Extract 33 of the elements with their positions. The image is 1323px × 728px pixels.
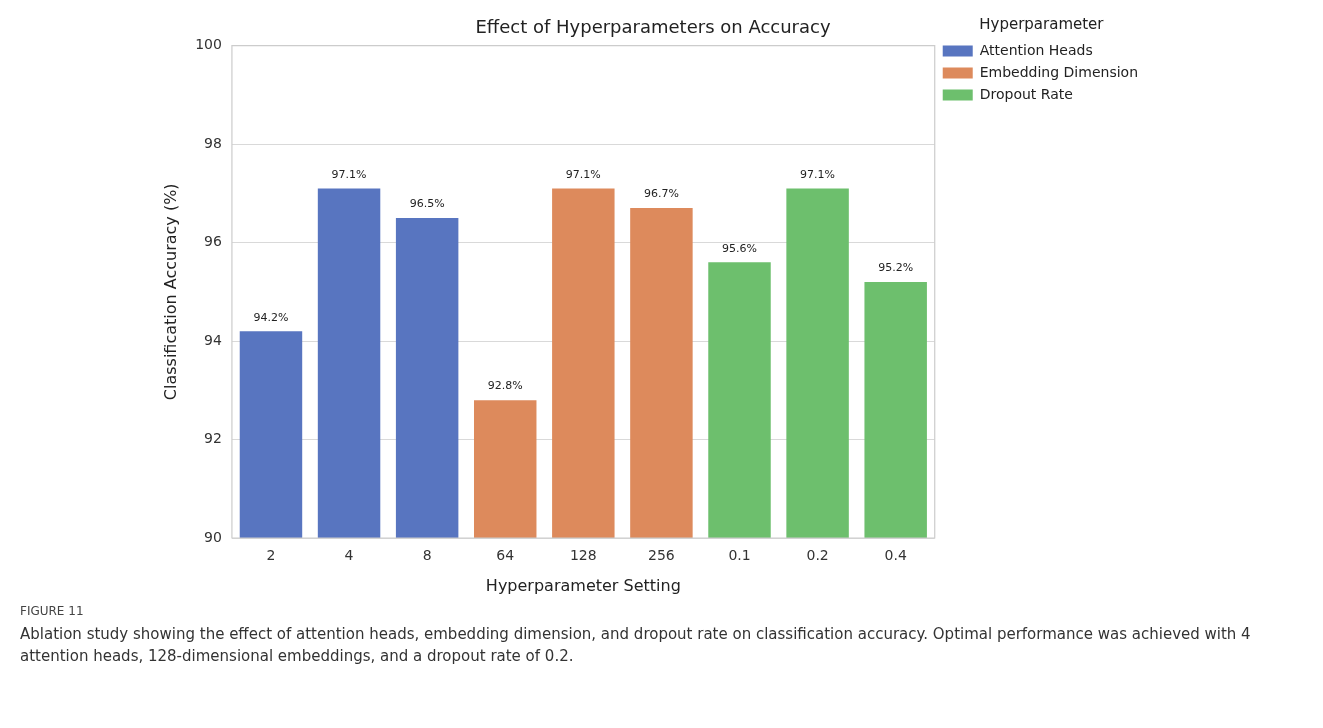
caption: FIGURE 11 [20, 604, 85, 618]
legend-title: Hyperparameter [979, 15, 1105, 34]
y-tick-label: 94 [204, 331, 222, 348]
y-axis-title: Classification Accuracy (%) [160, 183, 180, 401]
data-label: 95.6% [722, 241, 757, 255]
y-tick-label: 90 [204, 528, 222, 545]
chart-title: Effect of Hyperparameters on Accuracy [475, 16, 831, 38]
x-tick-label: 256 [648, 547, 675, 564]
data-label: 97.1% [800, 167, 836, 181]
x-tick-label: 0.1 [728, 547, 751, 564]
x-tick-label: 0.4 [884, 547, 907, 564]
x-tick-label: 128 [569, 547, 597, 564]
x-tick-label: 0.2 [806, 547, 829, 564]
x-tick-label: 4 [344, 547, 354, 564]
y-tick-label: 96 [204, 233, 222, 250]
legend-label: Dropout Rate [979, 85, 1073, 102]
data-label: 94.2% [253, 310, 289, 324]
data-label: 97.1% [331, 167, 367, 181]
data-label: 96.7% [643, 187, 679, 201]
data-label: 92.8% [487, 379, 523, 393]
data-label: 95.2% [878, 261, 914, 275]
x-tick-label: 8 [422, 547, 432, 564]
x-axis-title: Hyperparameter Setting [485, 575, 681, 595]
y-tick-label: 98 [204, 134, 222, 151]
data-label: 96.5% [409, 197, 445, 211]
x-tick-label: 2 [266, 547, 276, 564]
y-tick-label: 100 [195, 36, 222, 53]
x-tick-label: 64 [496, 547, 515, 564]
legend-label: Attention Heads [979, 41, 1093, 58]
y-tick-label: 92 [204, 430, 222, 447]
legend-label: Embedding Dimension [979, 63, 1139, 80]
data-label: 97.1% [565, 167, 601, 181]
text: Ablation study showing the effect of attention heads, embedding dimension, and dropout rate on classification accuracy. Optimal performance was achieved with 4 attention heads, 128-dimensional embeddings, and a dropout rate of 0.2. [20, 624, 1252, 667]
